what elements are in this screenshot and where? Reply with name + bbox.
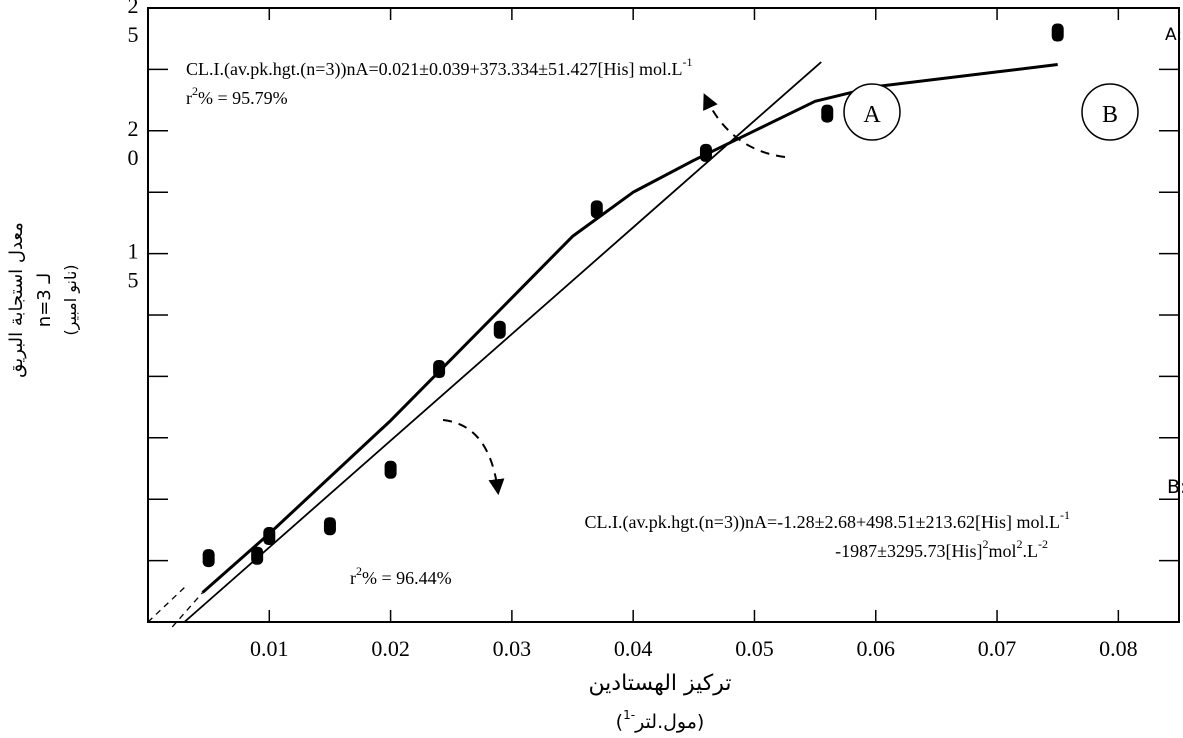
x-axis-label: تركيز الهستادين bbox=[588, 671, 731, 696]
fit-curves bbox=[147, 61, 1058, 628]
annotation-a-pointer-arrow bbox=[703, 93, 786, 158]
y-tick-label-line2: 5 bbox=[128, 268, 139, 293]
annotation-a-r2: r2% = 95.79% bbox=[186, 84, 288, 108]
axis-ticks bbox=[148, 8, 1179, 622]
x-axis-unit-sup: -1 bbox=[623, 708, 635, 722]
y-axis-label-line3: (نانو امبير) bbox=[61, 264, 81, 335]
annotation-b-line1: CL.I.(av.pk.hgt.(n=3))nA=-1.28±2.68+498.… bbox=[585, 508, 1071, 533]
annotation-a-equation: CL.I.(av.pk.hgt.(n=3))nA=0.021±0.039+373… bbox=[186, 55, 693, 80]
curve-label-a: A bbox=[843, 83, 901, 141]
fit-curve-b bbox=[201, 63, 1058, 594]
y-tick-label-line1: 2 bbox=[128, 116, 139, 141]
data-point bbox=[433, 360, 446, 379]
curve-label-a-circle bbox=[843, 83, 901, 141]
annotation-b-r2: r2% = 96.44% bbox=[350, 564, 452, 588]
curve-label-b-text: B bbox=[1102, 102, 1118, 128]
x-tick-labels: 0.01 0.02 0.03 0.04 0.05 0.06 0.07 0.08 bbox=[250, 636, 1138, 661]
annotation-b-r2-rest: % = 96.44% bbox=[362, 568, 452, 588]
x-tick-label: 0.01 bbox=[250, 636, 289, 661]
extrapolation-dash bbox=[171, 592, 204, 628]
annotation-a-r2-sup: 2 bbox=[192, 84, 198, 98]
annotation-a-r2-r: r bbox=[186, 88, 192, 108]
x-tick-label: 0.03 bbox=[493, 636, 532, 661]
data-point bbox=[699, 143, 712, 162]
annotation-a-equation-main: CL.I.(av.pk.hgt.(n=3))nA=0.021±0.039+373… bbox=[186, 59, 683, 80]
annotation-b-line2-b: mol bbox=[988, 541, 1016, 561]
data-point bbox=[821, 104, 834, 123]
y-tick-label-line2: 0 bbox=[128, 145, 139, 170]
annotation-b-line1-sup: -1 bbox=[1060, 508, 1070, 522]
data-point bbox=[1051, 23, 1064, 42]
fit-line-a bbox=[183, 61, 822, 623]
annotation-b-r2-sup: 2 bbox=[356, 564, 362, 578]
curve-label-b: B bbox=[1081, 83, 1139, 141]
annotation-b-r2-r: r bbox=[350, 568, 356, 588]
annotation-a-title: A: معادلة الدرجة الاولى bbox=[1165, 25, 1183, 45]
y-axis-label: معدل استجابة البريق لـ n=3 (نانو امبير) bbox=[6, 222, 81, 377]
annotation-a-equation-sup: -1 bbox=[683, 55, 693, 69]
data-point bbox=[202, 549, 215, 568]
data-points bbox=[202, 23, 1064, 568]
annotation-b-line1-main: CL.I.(av.pk.hgt.(n=3))nA=-1.28±2.68+498.… bbox=[585, 512, 1061, 533]
data-point bbox=[263, 527, 276, 546]
annotation-b-title: B: معادلة الدرجة الثانية bbox=[1167, 476, 1183, 498]
x-tick-label: 0.05 bbox=[735, 636, 774, 661]
annotation-b-line2-sup3: -2 bbox=[1038, 537, 1048, 551]
x-tick-label: 0.04 bbox=[614, 636, 653, 661]
data-point bbox=[493, 320, 506, 339]
x-tick-label: 0.07 bbox=[978, 636, 1017, 661]
data-point bbox=[384, 460, 397, 479]
annotation-b-line2-c: .L bbox=[1023, 541, 1039, 561]
data-point bbox=[590, 200, 603, 219]
annotation-b-line2-sup2: 2 bbox=[1017, 537, 1023, 551]
annotation-b-pointer-arrow bbox=[442, 419, 505, 496]
annotation-b-line2: -1987±3295.73[His]2mol2.L-2 bbox=[835, 537, 1048, 561]
y-axis-label-line1: معدل استجابة البريق bbox=[6, 222, 27, 377]
annotation-a-r2-rest: % = 95.79% bbox=[198, 88, 288, 108]
curve-label-a-text: A bbox=[863, 102, 881, 128]
curve-label-b-circle bbox=[1081, 83, 1139, 141]
x-tick-label: 0.06 bbox=[857, 636, 896, 661]
y-tick-label-line1: 2 bbox=[128, 0, 139, 18]
extrapolation-dash bbox=[147, 587, 185, 623]
annotation-b-line2-a: -1987±3295.73[His] bbox=[835, 541, 982, 561]
y-tick-label-line2: 5 bbox=[128, 22, 139, 47]
y-axis-label-line2: لـ n=3 bbox=[34, 273, 55, 327]
annotation-b-line2-sup1: 2 bbox=[982, 537, 988, 551]
y-tick-labels: 1 5 2 0 2 5 bbox=[128, 0, 139, 293]
x-axis-unit-main: (مول.لتر bbox=[616, 711, 697, 733]
x-axis-unit-end: ) bbox=[697, 711, 704, 733]
y-tick-label-line1: 1 bbox=[128, 239, 139, 264]
data-point bbox=[251, 546, 264, 565]
data-point bbox=[323, 517, 336, 536]
x-axis-unit: (مول.لتر-1) bbox=[616, 708, 705, 733]
x-tick-label: 0.02 bbox=[371, 636, 410, 661]
x-tick-label: 0.08 bbox=[1099, 636, 1138, 661]
